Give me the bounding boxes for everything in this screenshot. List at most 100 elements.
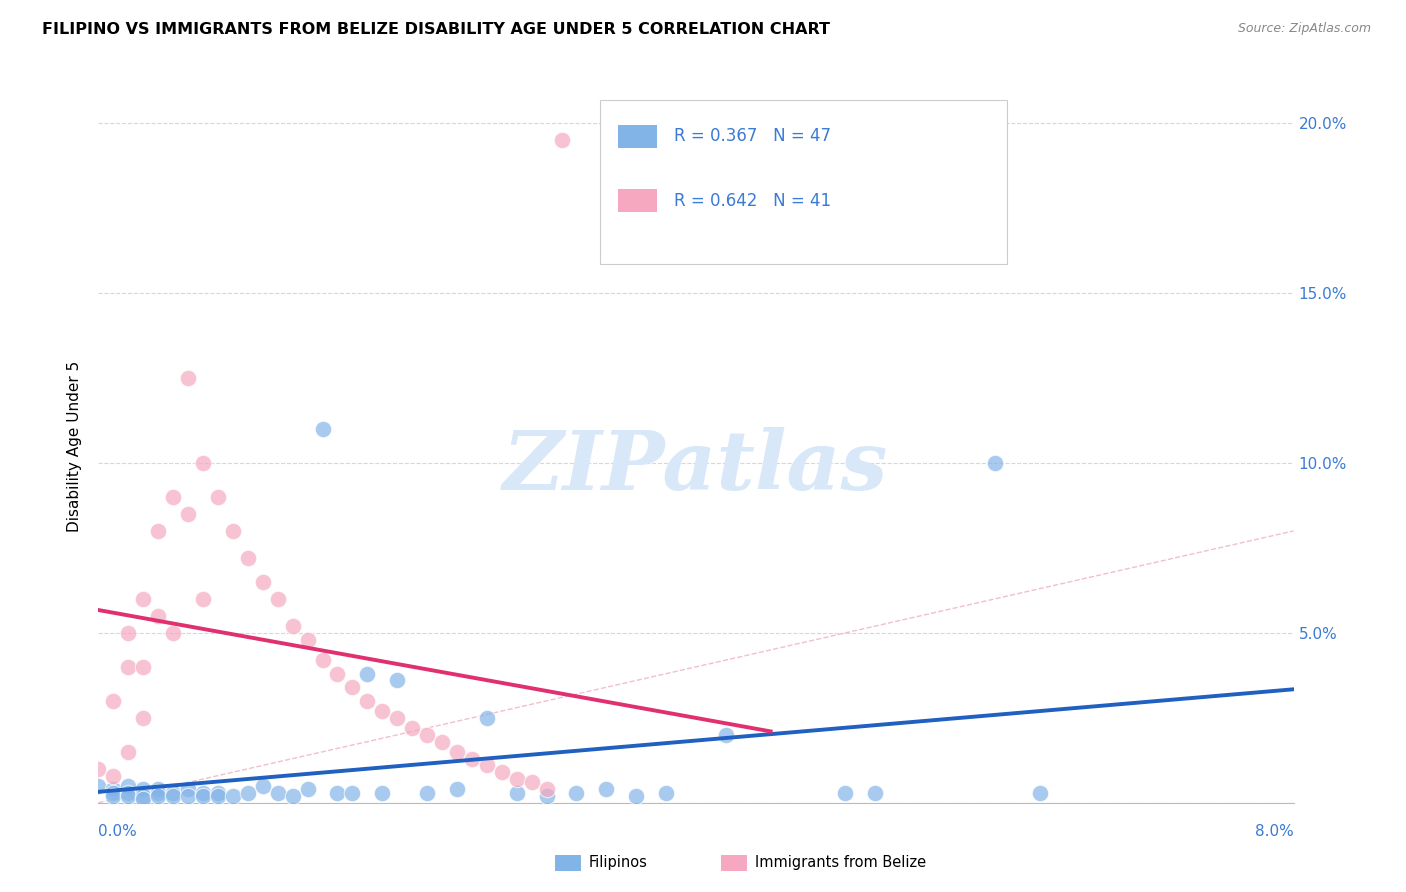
Bar [619,125,657,148]
Point [191,591,214,606]
Point [416,728,439,742]
Point [416,786,439,800]
Point [297,782,319,797]
Point [207,789,229,803]
Point [103,769,125,783]
Point [162,786,184,800]
Point [177,371,200,385]
Point [148,782,170,797]
Point [148,789,170,803]
Point [863,786,886,800]
Text: FILIPINO VS IMMIGRANTS FROM BELIZE DISABILITY AGE UNDER 5 CORRELATION CHART: FILIPINO VS IMMIGRANTS FROM BELIZE DISAB… [42,22,830,37]
Point [565,786,588,800]
Text: R = 0.642   N = 41: R = 0.642 N = 41 [675,192,831,210]
Text: R = 0.367   N = 47: R = 0.367 N = 47 [675,128,831,145]
Point [117,789,139,803]
Point [103,694,125,708]
Point [236,786,259,800]
Point [297,632,319,647]
Point [475,758,498,772]
Point [117,660,139,674]
Point [177,789,200,803]
Point [236,551,259,566]
Bar [619,189,657,212]
Point [1028,786,1050,800]
Text: ZIPatlas: ZIPatlas [503,427,889,508]
Point [371,704,394,718]
Text: Immigrants from Belize: Immigrants from Belize [755,855,927,870]
Point [281,789,304,803]
Point [103,789,125,803]
Point [222,524,245,538]
Point [714,728,737,742]
Point [267,786,290,800]
Point [356,694,378,708]
Point [983,456,1005,470]
Point [132,789,155,803]
Point [252,574,274,589]
Point [103,782,125,797]
Point [385,673,409,688]
Text: Filipinos: Filipinos [589,855,648,870]
Point [132,782,155,797]
Point [520,775,543,789]
Point [222,789,245,803]
Point [311,422,333,436]
Point [326,786,349,800]
Point [132,711,155,725]
Point [385,711,409,725]
Point [117,626,139,640]
Point [342,786,364,800]
Point [148,786,170,800]
Point [207,490,229,504]
Point [252,779,274,793]
Point [87,762,110,776]
Point [536,782,558,797]
Point [595,782,617,797]
Point [132,591,155,606]
Point [536,789,558,803]
Point [267,591,290,606]
Point [191,789,214,803]
Point [491,765,513,780]
Point [506,786,529,800]
Point [401,721,423,735]
Point [191,786,214,800]
Point [177,782,200,797]
Point [834,786,856,800]
Text: 8.0%: 8.0% [1254,824,1294,839]
Point [117,786,139,800]
Point [162,626,184,640]
Point [87,779,110,793]
Point [342,680,364,694]
Point [461,751,484,765]
FancyBboxPatch shape [600,100,1007,264]
Point [281,619,304,633]
Point [103,786,125,800]
Point [132,660,155,674]
Point [356,666,378,681]
Point [446,782,468,797]
Point [446,745,468,759]
Point [148,608,170,623]
Point [207,786,229,800]
Point [655,786,678,800]
Point [550,133,572,147]
Point [117,779,139,793]
Point [624,789,647,803]
Point [311,653,333,667]
Point [506,772,529,786]
Point [132,792,155,806]
Point [326,666,349,681]
Point [162,789,184,803]
Point [117,745,139,759]
Text: 0.0%: 0.0% [98,824,138,839]
Point [177,507,200,521]
Point [430,734,453,748]
Text: Source: ZipAtlas.com: Source: ZipAtlas.com [1237,22,1371,36]
Point [475,711,498,725]
Point [191,456,214,470]
Y-axis label: Disability Age Under 5: Disability Age Under 5 [67,360,83,532]
Point [162,490,184,504]
Point [371,786,394,800]
